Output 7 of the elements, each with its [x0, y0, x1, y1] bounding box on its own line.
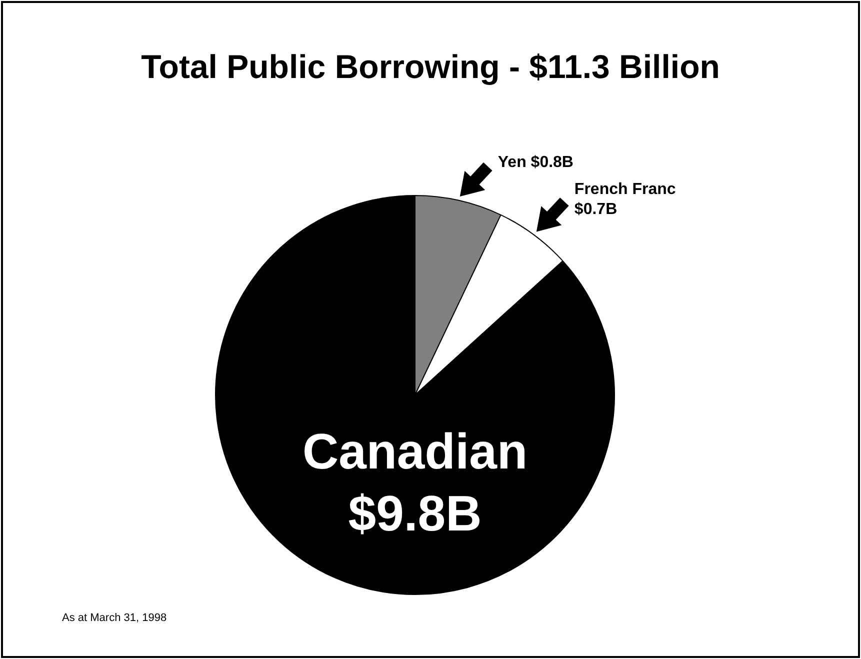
- chart-title: Total Public Borrowing - $11.3 Billion: [140, 48, 721, 86]
- slice-label: Yen $0.8B: [498, 154, 574, 171]
- slice-label: Canadian: [302, 424, 528, 480]
- slice-label: French Franc: [574, 181, 676, 198]
- data-label: $9.8B: [348, 486, 482, 542]
- text: As at March 31, 1998: [62, 612, 167, 624]
- data-label: $0.7B: [574, 201, 618, 218]
